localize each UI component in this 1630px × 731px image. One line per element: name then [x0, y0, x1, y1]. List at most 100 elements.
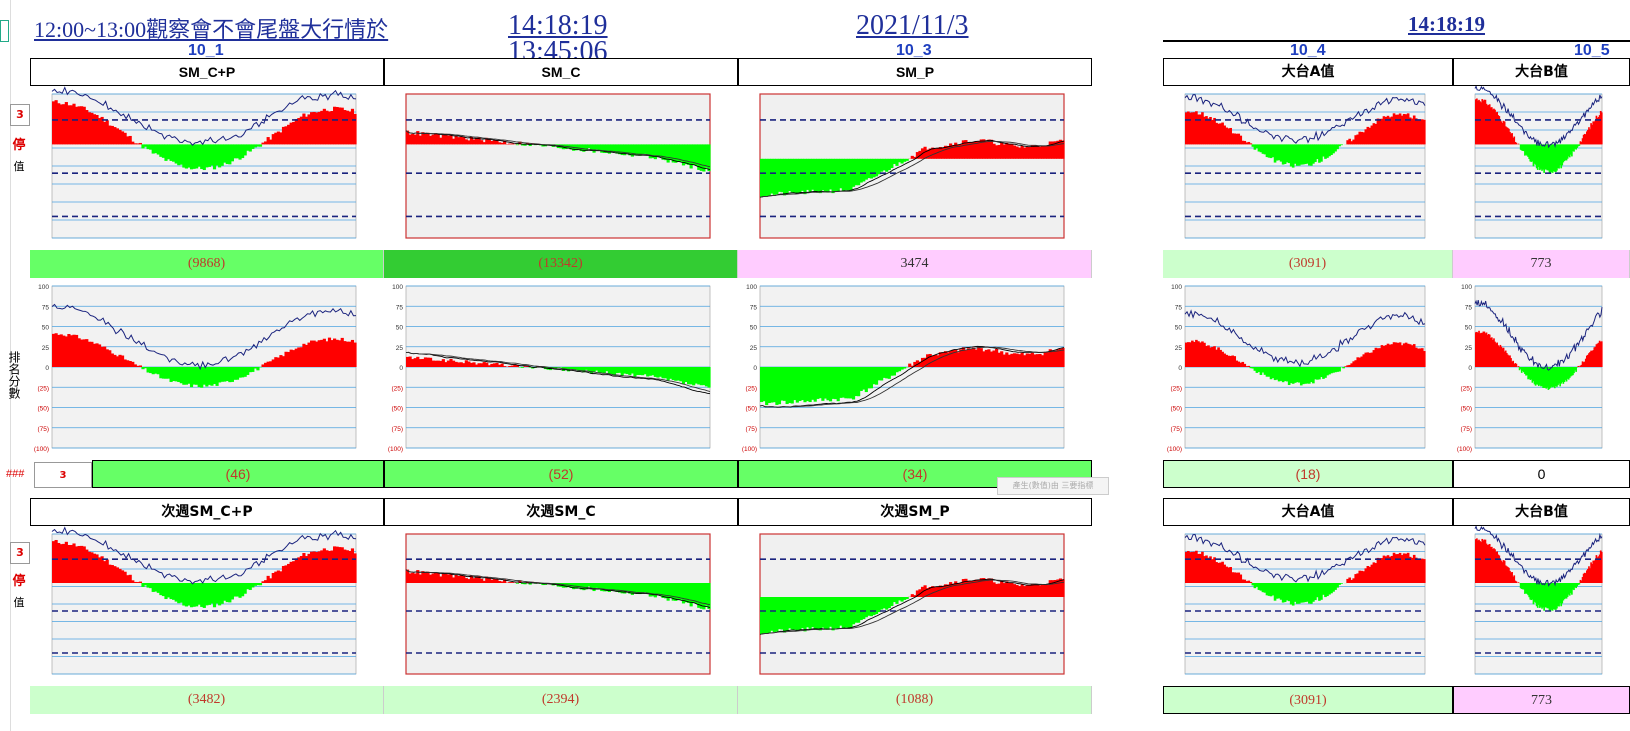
area-bar [105, 349, 109, 367]
area-bar [1334, 583, 1337, 590]
area-bar [1308, 144, 1311, 166]
area-bar [312, 340, 316, 367]
area-bar [857, 158, 861, 186]
area-bar [798, 158, 802, 193]
area-bar [872, 597, 876, 616]
area-bar [192, 367, 196, 385]
area-bar [467, 579, 471, 583]
area-bar [1533, 367, 1536, 385]
area-bar [765, 597, 769, 634]
area-bar [243, 583, 247, 594]
area-bar [1388, 556, 1392, 583]
area-bar [1209, 347, 1212, 367]
area-bar [485, 576, 489, 583]
area-bar [984, 141, 988, 159]
panel-value: (1088) [738, 686, 1092, 714]
area-bar [1340, 583, 1343, 584]
area-bar [279, 355, 283, 367]
area-bar [251, 583, 255, 588]
indicator-button[interactable]: 3 [10, 542, 30, 564]
area-bar [1245, 142, 1249, 145]
area-bar [767, 367, 771, 404]
area-bar [1320, 583, 1323, 600]
score-button[interactable]: 3 [34, 462, 92, 488]
area-bar [913, 156, 917, 159]
area-bar [205, 144, 209, 168]
area-bar [834, 367, 838, 400]
axis-tick-label: 75 [42, 304, 50, 311]
area-bar [928, 353, 932, 367]
area-bar [977, 346, 981, 367]
moving-average-line [759, 345, 1065, 408]
panel-value: (3482) [30, 686, 384, 714]
cell-selector[interactable] [0, 20, 9, 42]
area-bar [108, 125, 112, 145]
axis-tick-label: 50 [1465, 325, 1473, 332]
area-bar [577, 367, 581, 371]
area-bar [805, 158, 810, 190]
area-bar [1269, 144, 1273, 159]
area-bar [826, 158, 830, 193]
area-bar [1566, 583, 1569, 597]
area-bar [643, 583, 647, 593]
area-bar [676, 583, 680, 601]
area-bar [1227, 128, 1230, 145]
area-bar [1575, 367, 1577, 372]
area-bar [836, 367, 840, 402]
area-bar [343, 110, 347, 145]
area-bar [350, 548, 355, 583]
area-bar [1025, 585, 1029, 597]
area-bar [1545, 583, 1548, 608]
area-bar [681, 144, 686, 166]
area-bar [1540, 367, 1542, 387]
area-bar [159, 144, 163, 157]
area-bar [1400, 345, 1404, 367]
area-bar [1233, 572, 1237, 583]
area-bar [1237, 133, 1241, 145]
area-bar [1504, 350, 1507, 367]
area-bar [1496, 342, 1499, 367]
area-bar [684, 367, 688, 382]
area-bar [258, 583, 263, 586]
area-bar [1556, 367, 1558, 387]
area-bar [1390, 344, 1394, 367]
axis-tick-label: 50 [750, 325, 758, 332]
area-bar [887, 367, 891, 379]
area-bar [90, 341, 94, 367]
area-bar [905, 597, 909, 599]
area-bar [1483, 331, 1486, 367]
axis-tick-label: (75) [1170, 426, 1182, 433]
area-bar [903, 158, 907, 162]
area-bar [1378, 558, 1382, 583]
title-link[interactable]: 12:00~13:00觀察會不會尾盤大行情於 [34, 17, 389, 42]
area-bar [1324, 367, 1327, 378]
area-bar [67, 334, 71, 367]
area-bar [1505, 127, 1508, 145]
area-bar [1550, 144, 1553, 172]
indicator-button[interactable]: 3 [10, 104, 30, 126]
area-bar [1285, 583, 1289, 601]
area-bar [961, 579, 965, 597]
area-bar [997, 144, 1001, 159]
area-bar [767, 597, 771, 633]
area-bar [1193, 551, 1196, 583]
area-bar [987, 349, 991, 367]
area-bar [1412, 344, 1416, 367]
area-bar [1600, 551, 1603, 583]
area-bar [1526, 583, 1528, 594]
area-bar [1020, 352, 1024, 367]
area-bar [1211, 559, 1214, 583]
chart-panel [384, 86, 738, 250]
area-bar [772, 597, 776, 633]
area-bar [943, 351, 948, 367]
area-bar [423, 357, 428, 367]
chart-panel [738, 526, 1092, 686]
area-bar [1418, 348, 1422, 367]
area-bar [1548, 367, 1551, 389]
area-bar [1566, 367, 1569, 379]
area-bar [1564, 144, 1567, 161]
area-bar [1000, 580, 1004, 597]
area-bar [143, 583, 148, 586]
area-bar [862, 158, 866, 182]
area-bar [1380, 558, 1384, 583]
